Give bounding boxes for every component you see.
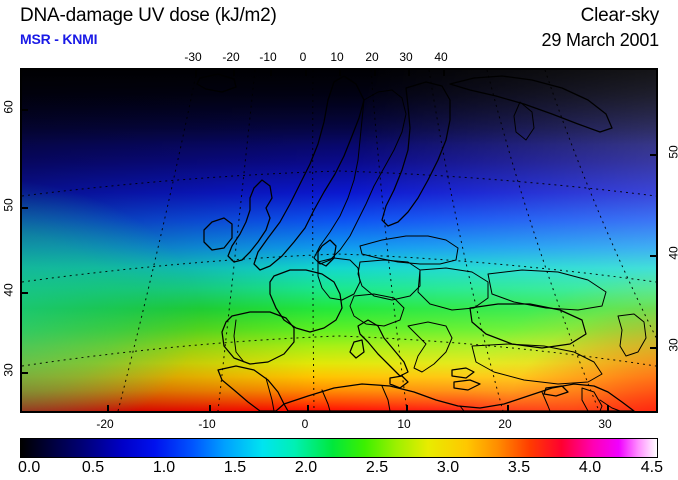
colorbar-tick-0: 0.0 bbox=[18, 459, 41, 476]
tick-mark-bottom-5 bbox=[607, 405, 609, 411]
axis-tick-bottom-5: 30 bbox=[598, 417, 612, 431]
institute-label: MSR - KNMI bbox=[20, 31, 98, 47]
tick-mark-top-7 bbox=[443, 70, 445, 76]
axis-tick-right-1: 40 bbox=[666, 246, 678, 260]
map-plot-area bbox=[20, 68, 658, 413]
colorbar-tick-6: 3.0 bbox=[436, 459, 460, 476]
tick-mark-bottom-4 bbox=[507, 405, 509, 411]
axis-tick-left-2: 40 bbox=[1, 283, 16, 297]
tick-mark-left-2 bbox=[22, 292, 28, 294]
axis-tick-right-2: 30 bbox=[666, 338, 678, 352]
graticule bbox=[22, 70, 656, 411]
coastline-and-borders bbox=[196, 73, 647, 411]
dose-arctic-dark bbox=[22, 70, 656, 411]
tick-mark-top-3 bbox=[305, 70, 307, 76]
colorbar-tick-1: 0.5 bbox=[81, 459, 105, 476]
tick-mark-right-1 bbox=[650, 255, 656, 257]
tick-mark-left-3 bbox=[22, 372, 28, 374]
axis-tick-top-5: 20 bbox=[365, 50, 379, 64]
colorbar-gradient bbox=[21, 439, 657, 457]
axis-tick-bottom-2: 0 bbox=[301, 417, 309, 431]
colorbar-tick-5: 2.5 bbox=[365, 459, 389, 476]
colorbar-tick-9: 4.5 bbox=[640, 459, 663, 476]
tick-mark-top-5 bbox=[374, 70, 376, 76]
axis-tick-left-1: 50 bbox=[1, 198, 16, 212]
tick-mark-left-0 bbox=[22, 109, 28, 111]
axis-tick-top-1: -20 bbox=[222, 50, 240, 64]
axis-tick-bottom-1: -10 bbox=[198, 417, 216, 431]
colorbar-tick-4: 2.0 bbox=[294, 459, 318, 476]
axis-tick-left-0: 60 bbox=[1, 100, 16, 114]
colorbar bbox=[20, 438, 658, 458]
tick-mark-top-1 bbox=[233, 70, 235, 76]
axis-tick-top-0: -30 bbox=[184, 50, 202, 64]
axis-tick-bottom-4: 20 bbox=[498, 417, 512, 431]
colorbar-tick-8: 4.0 bbox=[578, 459, 602, 476]
tick-mark-top-4 bbox=[339, 70, 341, 76]
axis-tick-bottom-3: 10 bbox=[397, 417, 411, 431]
date-label: 29 March 2001 bbox=[541, 30, 660, 50]
tick-mark-right-2 bbox=[650, 347, 656, 349]
colorbar-tick-2: 1.0 bbox=[152, 459, 176, 476]
axis-tick-bottom-0: -20 bbox=[96, 417, 114, 431]
uv-dose-raster bbox=[22, 70, 656, 411]
axis-tick-top-3: 0 bbox=[299, 50, 307, 64]
tick-mark-bottom-1 bbox=[209, 405, 211, 411]
tick-mark-top-6 bbox=[408, 70, 410, 76]
sky-condition-label: Clear-sky bbox=[580, 5, 660, 26]
axis-tick-left-3: 30 bbox=[1, 363, 16, 377]
colorbar-tick-7: 3.5 bbox=[507, 459, 531, 476]
tick-mark-bottom-2 bbox=[307, 405, 309, 411]
tick-mark-bottom-3 bbox=[406, 405, 408, 411]
axis-tick-top-7: 40 bbox=[434, 50, 448, 64]
axis-tick-top-4: 10 bbox=[330, 50, 344, 64]
tick-mark-right-0 bbox=[650, 154, 656, 156]
page-title: DNA-damage UV dose (kJ/m2) bbox=[20, 5, 277, 26]
tick-mark-bottom-0 bbox=[107, 405, 109, 411]
axis-tick-right-0: 50 bbox=[666, 145, 678, 159]
tick-mark-left-1 bbox=[22, 207, 28, 209]
axis-tick-top-2: -10 bbox=[259, 50, 277, 64]
colorbar-tick-3: 1.5 bbox=[223, 459, 247, 476]
tick-mark-top-2 bbox=[270, 70, 272, 76]
axis-tick-top-6: 30 bbox=[399, 50, 413, 64]
tick-mark-top-0 bbox=[195, 70, 197, 76]
